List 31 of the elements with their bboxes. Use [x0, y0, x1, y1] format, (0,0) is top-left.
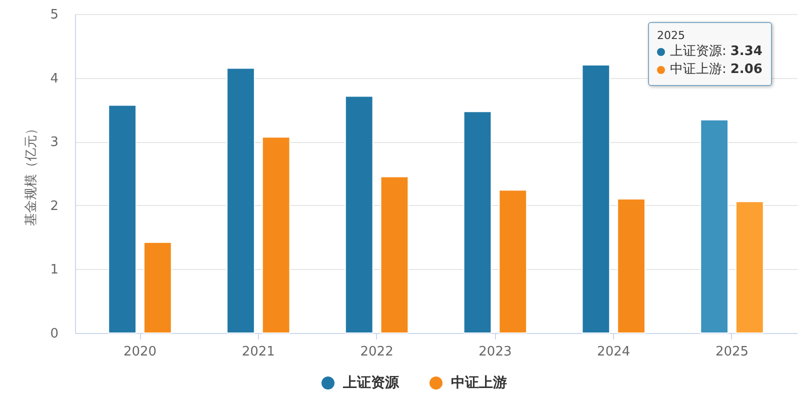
x-tick-label: 2021 — [242, 344, 275, 360]
y-axis-title: 基金规模（亿元） — [24, 122, 40, 226]
bar — [582, 64, 610, 334]
bar — [344, 96, 374, 334]
annotation: 2025 — [657, 28, 686, 43]
bar — [617, 198, 646, 334]
annotation: 上证资源: 3.34 — [670, 43, 762, 61]
annotation: 中证上游: 2.06 — [670, 61, 762, 79]
bar — [262, 136, 290, 334]
bar — [498, 190, 528, 334]
bar — [463, 111, 492, 334]
y-tick-label: 5 — [50, 8, 58, 22]
y-tick-label: 0 — [50, 326, 58, 342]
bar — [226, 68, 255, 334]
x-tick-label: 2023 — [478, 344, 512, 360]
y-tick-label: 3 — [50, 135, 58, 150]
bar — [108, 104, 137, 334]
x-tick-label: 2025 — [715, 344, 749, 360]
legend-label: 中证上游 — [451, 375, 507, 391]
x-tick-label: 2024 — [597, 344, 630, 360]
bar — [735, 201, 764, 334]
y-tick-label: 2 — [50, 198, 58, 214]
y-tick-label: 4 — [50, 71, 58, 86]
bar — [380, 176, 409, 334]
legend-label: 上证资源 — [342, 375, 400, 391]
x-tick-label: 2022 — [360, 344, 394, 360]
tooltip: 2025 上证资源: 3.34 中证上游: 2.06 — [648, 22, 772, 86]
bar — [700, 119, 729, 334]
x-tick-label: 2020 — [123, 344, 157, 360]
y-tick-label: 1 — [50, 262, 58, 278]
bar — [143, 242, 172, 334]
